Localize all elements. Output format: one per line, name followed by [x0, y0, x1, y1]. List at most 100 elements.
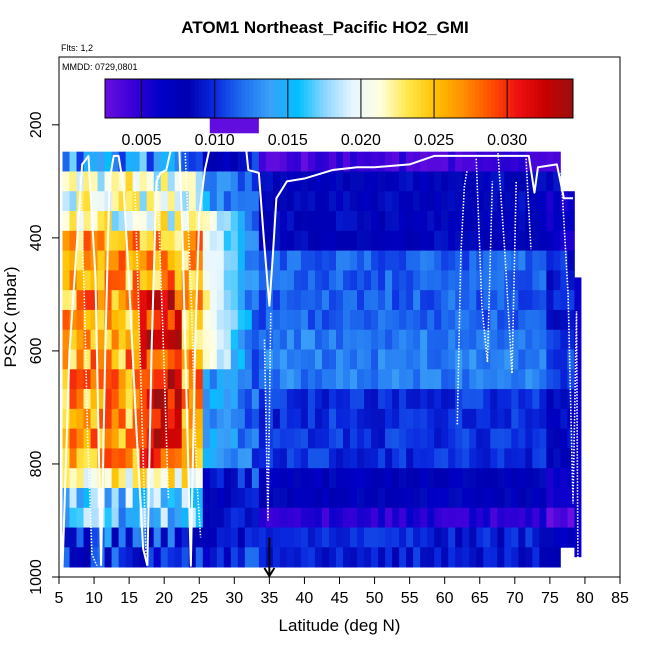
- heatmap-cell: [104, 507, 112, 528]
- heatmap-cell: [181, 389, 190, 410]
- heatmap-cell: [392, 329, 400, 350]
- heatmap-cell: [483, 487, 491, 509]
- heatmap-cell: [462, 369, 470, 390]
- heatmap-cell: [111, 389, 120, 410]
- heatmap-cell: [385, 547, 393, 568]
- heatmap-cell: [378, 408, 386, 430]
- heatmap-cell: [132, 487, 141, 509]
- x-tick-label: 45: [331, 590, 349, 607]
- heatmap-cell: [139, 290, 148, 311]
- heatmap-cell: [469, 428, 477, 449]
- heatmap-cell: [413, 507, 421, 528]
- heatmap-cell: [343, 171, 351, 192]
- heatmap-cell: [427, 191, 435, 212]
- heatmap-cell: [132, 230, 141, 251]
- heatmap-cell: [532, 211, 540, 232]
- heatmap-cell: [357, 487, 365, 509]
- heatmap-cell: [504, 468, 512, 489]
- heatmap-cell: [350, 171, 358, 192]
- heatmap-cell: [251, 171, 260, 192]
- heatmap-cell: [272, 171, 281, 192]
- heatmap-cell: [553, 369, 561, 390]
- heatmap-cell: [160, 151, 169, 172]
- heatmap-cell: [83, 448, 91, 469]
- heatmap-cell: [462, 309, 470, 331]
- heatmap-cell: [483, 230, 491, 251]
- heatmap-cell: [160, 309, 169, 331]
- heatmap-cell: [378, 250, 386, 271]
- heatmap-cell: [132, 448, 141, 469]
- heatmap-cell: [118, 290, 127, 311]
- heatmap-cell: [90, 290, 98, 311]
- heatmap-cell: [160, 507, 169, 528]
- x-tick-label: 80: [576, 590, 594, 607]
- heatmap-cell: [455, 270, 463, 291]
- heatmap-cell: [335, 428, 344, 449]
- heatmap-cell: [434, 290, 442, 311]
- heatmap-cell: [286, 290, 295, 311]
- heatmap-cell: [209, 191, 218, 212]
- heatmap-cell: [364, 211, 372, 232]
- heatmap-cell: [167, 527, 176, 548]
- heatmap-cell: [469, 389, 477, 410]
- heatmap-cell: [483, 389, 491, 410]
- colorbar-segment: [284, 79, 289, 118]
- heatmap-cell: [532, 468, 540, 489]
- heatmap-cell: [560, 369, 568, 390]
- heatmap-cell: [272, 211, 281, 232]
- heatmap-cell: [293, 151, 302, 172]
- heatmap-cell: [553, 329, 561, 350]
- heatmap-cell: [111, 428, 120, 449]
- heatmap-cell: [83, 369, 91, 390]
- heatmap-cell: [504, 408, 512, 430]
- heatmap-cell: [518, 527, 526, 548]
- heatmap-cell: [511, 527, 519, 548]
- heatmap-cell: [188, 389, 197, 410]
- heatmap-cell: [286, 191, 295, 212]
- heatmap-cell: [490, 250, 498, 271]
- heatmap-cell: [392, 487, 400, 509]
- heatmap-cell: [202, 309, 211, 331]
- heatmap-cell: [83, 487, 91, 509]
- heatmap-cell: [62, 309, 70, 331]
- colorbar-segment: [163, 79, 168, 118]
- heatmap-cell: [216, 290, 225, 311]
- heatmap-cell: [497, 369, 505, 390]
- heatmap-cell: [83, 527, 91, 548]
- heatmap-cell: [420, 290, 428, 311]
- heatmap-cell: [476, 468, 484, 489]
- heatmap-cell: [265, 428, 274, 449]
- heatmap-cell: [364, 230, 372, 251]
- heatmap-cell: [455, 468, 463, 489]
- heatmap-cell: [174, 171, 183, 192]
- colorbar-segment: [303, 79, 309, 118]
- heatmap-cell: [518, 468, 526, 489]
- heatmap-cell: [111, 211, 120, 232]
- heatmap-cell: [350, 250, 358, 271]
- heatmap-cell: [167, 309, 176, 331]
- colorbar-segment: [452, 79, 457, 118]
- heatmap-cell: [300, 270, 309, 291]
- heatmap-cell: [244, 329, 253, 350]
- heatmap-cell: [167, 408, 176, 430]
- heatmap-cell: [195, 448, 204, 469]
- heatmap-cell: [455, 487, 463, 509]
- heatmap-cell: [90, 389, 98, 410]
- x-tick-label: 10: [85, 590, 103, 607]
- x-tick-label: 35: [260, 590, 278, 607]
- heatmap-cell: [118, 547, 127, 568]
- heatmap-cell: [279, 230, 288, 251]
- heatmap-cell: [420, 428, 428, 449]
- heatmap-cell: [364, 270, 372, 291]
- heatmap-cell: [146, 250, 155, 271]
- heatmap-cell: [406, 151, 414, 172]
- heatmap-cell: [546, 547, 554, 568]
- heatmap-cell: [174, 349, 183, 370]
- heatmap-cell: [202, 349, 211, 370]
- heatmap-cell: [399, 250, 407, 271]
- heatmap-cell: [160, 369, 169, 390]
- heatmap-cell: [132, 389, 141, 410]
- heatmap-cell: [195, 171, 204, 192]
- heatmap-cell: [237, 230, 246, 251]
- heatmap-cell: [567, 211, 575, 232]
